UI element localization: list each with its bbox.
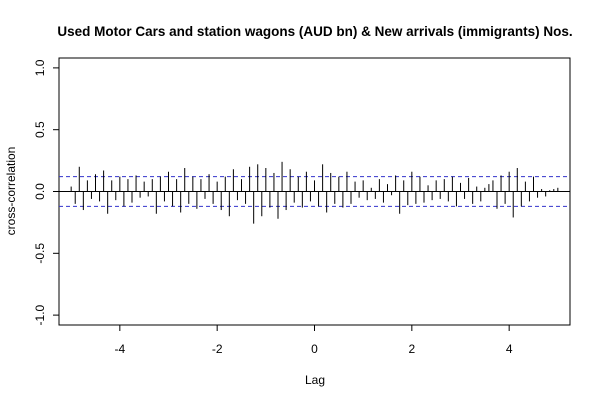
x-tick-label: 4 — [506, 342, 513, 356]
x-tick-label: -4 — [114, 342, 125, 356]
x-tick-label: 0 — [311, 342, 318, 356]
y-axis: -1.0 -0.5 0.0 0.5 1.0 — [33, 59, 59, 325]
x-tick-label: 2 — [408, 342, 415, 356]
confidence-bands — [59, 176, 570, 207]
x-tick-label: -2 — [212, 342, 223, 356]
chart-title: Used Motor Cars and station wagons (AUD … — [57, 24, 572, 39]
y-tick-label: -0.5 — [33, 243, 47, 264]
x-axis-label: Lag — [305, 373, 325, 387]
y-axis-label: cross-correlation — [4, 147, 18, 236]
bars — [70, 161, 559, 224]
y-tick-label: 0.5 — [33, 121, 47, 138]
y-tick-label: -1.0 — [33, 304, 47, 325]
y-tick-label: 0.0 — [33, 183, 47, 200]
y-tick-label: 1.0 — [33, 59, 47, 76]
x-axis: -4 -2 0 2 4 — [114, 325, 513, 356]
